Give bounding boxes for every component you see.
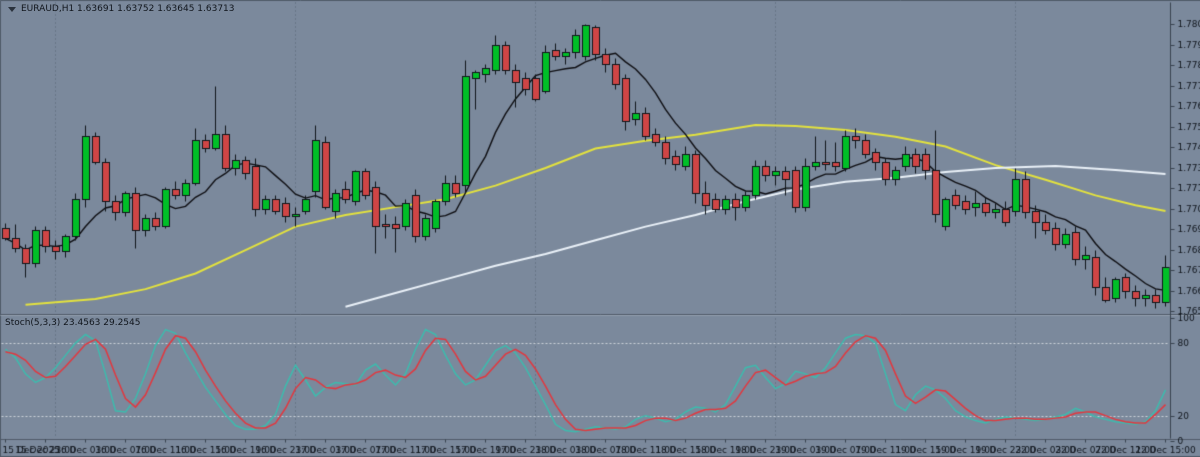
stochastic-indicator-label: Stoch(5,3,3) 23.4563 29.2545 <box>5 318 141 328</box>
chart-dropdown-arrow-icon[interactable] <box>8 6 16 12</box>
symbol-ohlc-label: EURAUD,H1 1.63691 1.63752 1.63645 1.6371… <box>8 4 235 14</box>
price-axis[interactable] <box>1170 0 1200 440</box>
symbol-ohlc-text: EURAUD,H1 1.63691 1.63752 1.63645 1.6371… <box>21 4 235 14</box>
time-axis[interactable] <box>0 440 1200 457</box>
